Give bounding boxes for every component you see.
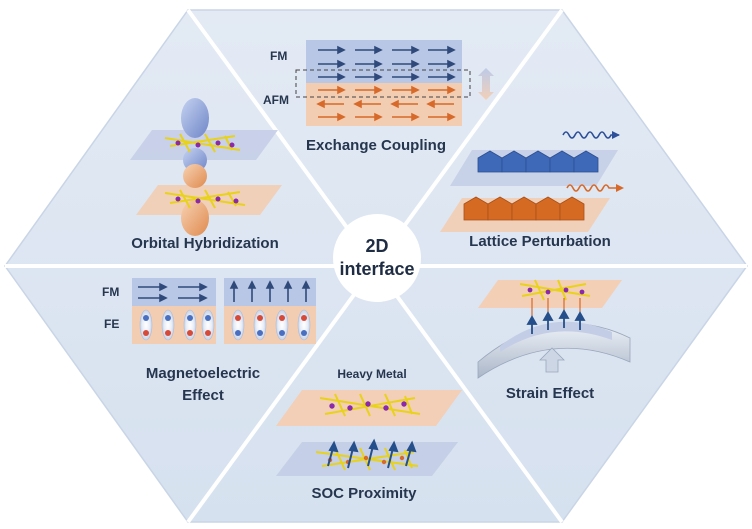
phonon-wave-orange-arrowhead [616,184,624,192]
me-horizontal-spins [138,282,208,303]
exchange-coupling-title: Exchange Coupling [306,137,446,154]
interface-highlight-box [295,69,471,98]
strain-top-atoms [527,287,585,295]
strain-bottom-spins [526,309,586,334]
fm-spin-arrows [318,45,456,82]
lattice-bottom-blocks [463,196,585,221]
soc-proximity-title: SOC Proximity [311,485,417,502]
orbital-lobe-bottom [181,200,209,236]
orbital-hybridization-section: Orbital Hybridization [130,98,282,252]
heavy-metal-crystal [319,393,421,417]
strain-top-crystal [519,279,591,301]
exchange-coupling-section: FM AFM Exchange Coupling [263,40,494,154]
strain-effect-section: Strain Effect [477,279,631,402]
fm-layer [306,40,462,83]
exchange-fm-label: FM [270,49,287,63]
me-vertical-spins [229,280,311,302]
orbital-crystal-bottom-atoms [175,196,239,204]
phonon-wave-blue-arrowhead [612,131,620,139]
strain-push-arrow [539,347,565,373]
lattice-top-blocks [477,150,599,173]
strain-effect-title: Strain Effect [506,385,594,402]
me-ferroelectric-dipoles-right [231,309,311,341]
orbital-hybridization-title: Orbital Hybridization [131,235,279,252]
phonon-wave-orange-icon [566,184,619,192]
magnetoelectric-title-line2: Effect [182,387,224,404]
orbital-crystal-top-atoms [175,140,235,148]
orbital-crystal-bottom [164,189,246,209]
afm-spin-arrows [316,85,456,122]
lattice-perturbation-title: Lattice Perturbation [469,233,611,250]
heavy-metal-atoms [329,401,407,411]
orbital-lobe-top [181,98,209,138]
orbital-crystal-top [164,133,241,153]
center-label-interface: interface [339,259,414,279]
me-fm-block-left [132,278,216,306]
coupling-updown-arrow [478,68,494,100]
lattice-perturbation-section: Lattice Perturbation [440,131,624,250]
center-circle [333,214,421,302]
soc-spin-arrows [327,438,417,469]
curved-magnet-plane [500,321,612,352]
heavy-metal-plane [276,390,462,426]
me-ferroelectric-dipoles-left [139,309,215,341]
soc-magnet-atoms [327,455,405,465]
strain-top-plane [478,280,622,308]
heavy-metal-label: Heavy Metal [337,367,406,381]
me-fm-label: FM [102,285,119,299]
me-fe-label: FE [104,317,119,331]
soc-proximity-section: Heavy Metal SOC Proximity [276,367,462,502]
phonon-wave-blue-icon [562,131,619,139]
center-hub: 2D interface [333,214,421,302]
orbital-lobe-mid-orange [183,164,207,188]
exchange-afm-label: AFM [263,93,289,107]
magnetoelectric-section: FM FE Magnetoelectric Effect [102,278,316,404]
magnetoelectric-title-line1: Magnetoelectric [146,365,260,382]
center-label-2d: 2D [365,236,388,256]
